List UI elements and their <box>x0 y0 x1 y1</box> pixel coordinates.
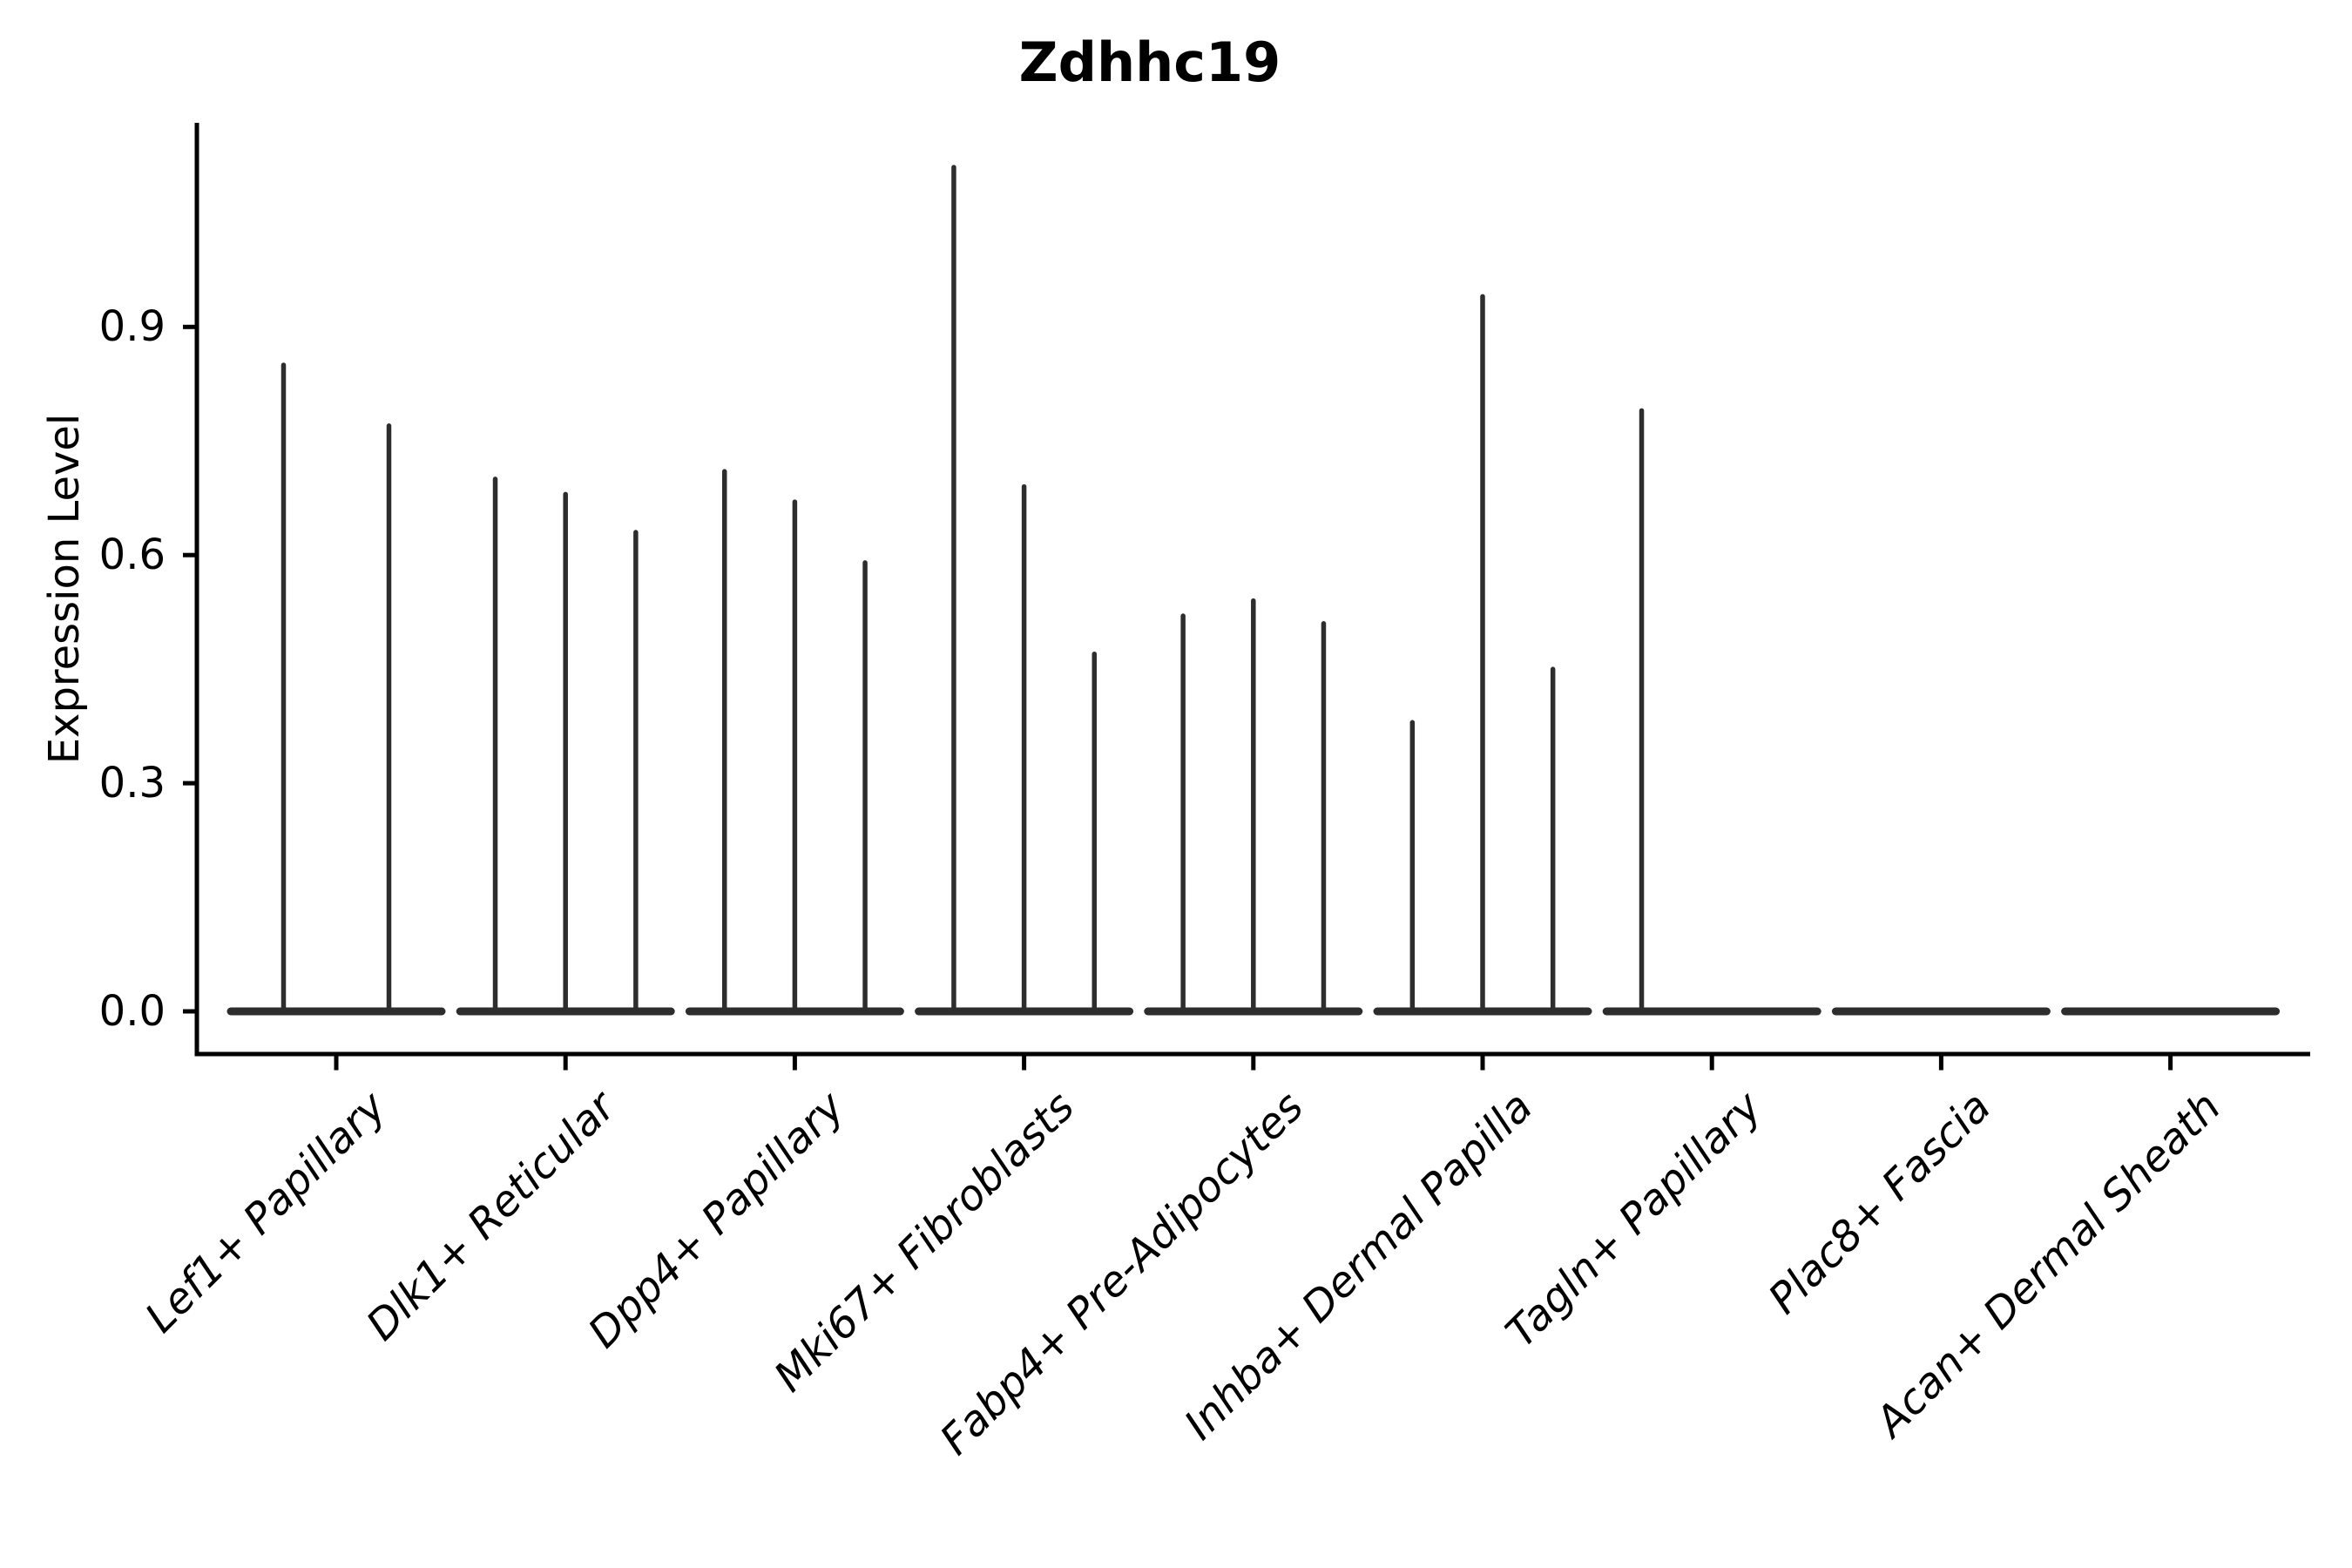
chart-title: Zdhhc19 <box>1018 30 1281 94</box>
y-tick-label: 0.9 <box>98 302 166 352</box>
y-tick-label: 0.0 <box>98 987 166 1036</box>
y-tick-label: 0.6 <box>98 531 166 580</box>
y-tick-label: 0.3 <box>98 759 166 808</box>
